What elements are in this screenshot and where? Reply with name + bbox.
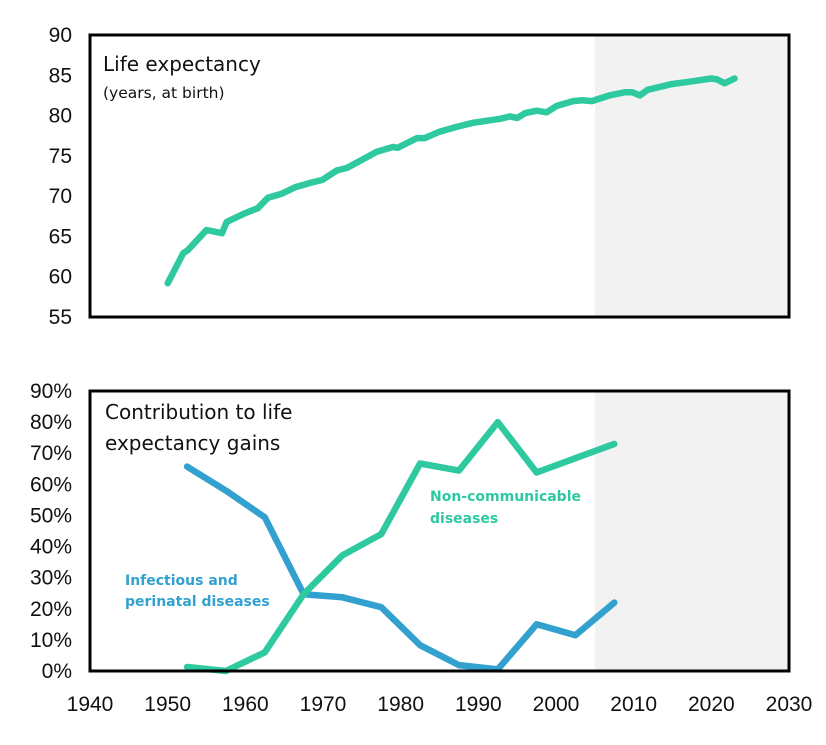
chart-title-line-1: Contribution to life bbox=[105, 400, 292, 424]
y-tick-label: 20% bbox=[30, 598, 72, 621]
x-tick-label: 1970 bbox=[300, 693, 347, 716]
noncommunicable-diseases-line bbox=[183, 418, 618, 675]
y-tick-label: 60% bbox=[30, 473, 72, 496]
x-tick-label: 1990 bbox=[455, 693, 502, 716]
y-tick-label: 70 bbox=[49, 185, 72, 208]
y-tick-label: 0% bbox=[42, 660, 72, 683]
life-expectancy-line bbox=[164, 75, 738, 287]
x-tick-label: 1980 bbox=[377, 693, 424, 716]
projection-shaded-region bbox=[594, 391, 789, 671]
chart-subtitle: (years, at birth) bbox=[103, 84, 225, 102]
y-axis-ticks: 55 60 65 70 75 80 85 90 bbox=[49, 24, 72, 329]
noncommunicable-diseases-label-line-2: diseases bbox=[430, 511, 498, 527]
y-tick-label: 30% bbox=[30, 567, 72, 590]
x-tick-label: 1960 bbox=[222, 693, 269, 716]
x-tick-label: 2000 bbox=[533, 693, 580, 716]
infectious-diseases-label-line-2: perinatal diseases bbox=[125, 594, 270, 610]
y-tick-label: 90% bbox=[30, 380, 72, 403]
chart-title: Life expectancy bbox=[103, 52, 261, 76]
y-tick-label: 80% bbox=[30, 411, 72, 434]
noncommunicable-diseases-label-line-1: Non-communicable bbox=[430, 489, 581, 505]
y-tick-label: 80 bbox=[49, 105, 72, 128]
life-expectancy-panel: 55 60 65 70 75 80 85 90 Life expectancy (years,… bbox=[49, 24, 791, 329]
y-tick-label: 85 bbox=[49, 64, 72, 87]
y-tick-label: 50% bbox=[30, 504, 72, 527]
contribution-panel: 0%10%20%30%40%50%60%70%80%90% 1940 1950 19… bbox=[30, 380, 812, 716]
plot-frame bbox=[88, 33, 791, 319]
y-axis-ticks: 0% 10% 20% 30% 40% 50% 60% 70% 80% 90% bbox=[30, 380, 72, 683]
y-tick-label: 90 bbox=[49, 24, 72, 47]
infectious-diseases-label-line-1: Infectious and bbox=[125, 573, 238, 589]
projection-shaded-region bbox=[594, 35, 789, 317]
x-tick-label: 2030 bbox=[766, 693, 813, 716]
infectious-diseases-line bbox=[183, 463, 618, 673]
y-tick-label: 70% bbox=[30, 442, 72, 465]
y-tick-label: 10% bbox=[30, 629, 72, 652]
plot-frame bbox=[88, 389, 791, 673]
y-tick-label: 65 bbox=[49, 225, 72, 248]
y-tick-label: 55 bbox=[49, 306, 72, 329]
x-tick-label: 1940 bbox=[67, 693, 114, 716]
chart-title-line-2: expectancy gains bbox=[105, 431, 280, 455]
x-tick-label: 2020 bbox=[688, 693, 735, 716]
y-tick-label: 60 bbox=[49, 266, 72, 289]
x-tick-label: 1950 bbox=[144, 693, 191, 716]
y-tick-label: 75 bbox=[49, 145, 72, 168]
x-tick-label: 2010 bbox=[610, 693, 657, 716]
y-tick-label: 40% bbox=[30, 536, 72, 559]
x-axis-ticks: 1940 1950 1960 1970 1980 1990 2000 2010 2020 2030 bbox=[67, 693, 813, 716]
